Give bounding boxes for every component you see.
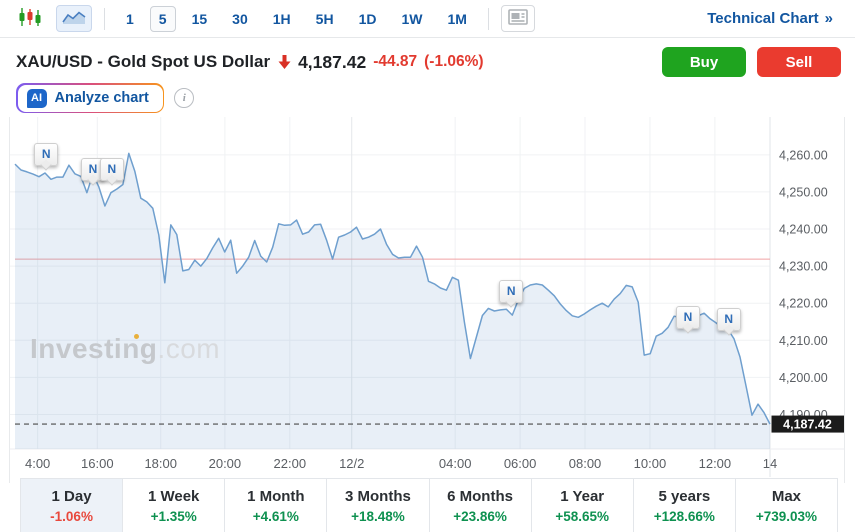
- price-change-percent: (-1.06%): [424, 53, 484, 70]
- newspaper-icon: [508, 9, 528, 28]
- instrument-header: XAU/USD - Gold Spot US Dollar 4,187.42 -…: [0, 38, 855, 81]
- y-axis-label: 4,250.00: [779, 185, 828, 199]
- sell-button[interactable]: Sell: [757, 47, 841, 77]
- x-axis-label: 06:00: [504, 456, 537, 471]
- period-change: +739.03%: [755, 509, 818, 524]
- tab-1-month[interactable]: 1 Month +4.61%: [225, 479, 328, 532]
- ai-icon: AI: [26, 88, 47, 108]
- x-axis-label: 4:00: [25, 456, 50, 471]
- chevron-double-right-icon: »: [824, 10, 833, 27]
- price-change: -44.87: [373, 53, 418, 70]
- y-axis-label: 4,230.00: [779, 260, 828, 274]
- candlestick-icon: [18, 7, 42, 30]
- period-tabs: 1 Day -1.06% 1 Week +1.35% 1 Month +4.61…: [20, 478, 838, 532]
- series-area: [15, 153, 770, 449]
- price-block: 4,187.42 -44.87 (-1.06%): [278, 52, 484, 73]
- x-axis-label: 12:00: [699, 456, 732, 471]
- period-change: +128.66%: [653, 509, 715, 524]
- tab-3-months[interactable]: 3 Months +18.48%: [327, 479, 430, 532]
- tab-6-months[interactable]: 6 Months +23.86%: [429, 479, 532, 532]
- series-line: [14, 152, 771, 425]
- interval-5h[interactable]: 5H: [307, 6, 343, 32]
- analyze-row: AI Analyze chart i: [0, 81, 855, 113]
- x-axis-label: 16:00: [81, 456, 114, 471]
- period-change: +23.86%: [453, 509, 507, 524]
- analyze-chart-button[interactable]: AI Analyze chart: [16, 83, 165, 113]
- x-axis-label: 18:00: [144, 456, 177, 471]
- area-chart-icon: [62, 9, 86, 28]
- tab-max[interactable]: Max +739.03%: [735, 479, 838, 532]
- technical-chart-link[interactable]: Technical Chart »: [707, 10, 833, 27]
- instrument-title: XAU/USD - Gold Spot US Dollar: [16, 52, 271, 71]
- interval-1m[interactable]: 1M: [438, 6, 475, 32]
- x-axis-label: 22:00: [274, 456, 307, 471]
- candlestick-chart-type-button[interactable]: [14, 3, 46, 34]
- toolbar-divider: [104, 7, 105, 30]
- arrow-down-icon: [278, 55, 291, 69]
- x-axis-label: 20:00: [209, 456, 242, 471]
- y-axis-label: 4,210.00: [779, 334, 828, 348]
- analyze-chart-label: Analyze chart: [54, 90, 149, 106]
- interval-15[interactable]: 15: [183, 6, 217, 32]
- interval-1d[interactable]: 1D: [350, 6, 386, 32]
- tab-5-years[interactable]: 5 years +128.66%: [633, 479, 736, 532]
- current-price-badge-label: 4,187.42: [783, 418, 832, 432]
- area-chart-type-button[interactable]: [56, 5, 92, 32]
- period-change: +18.48%: [351, 509, 405, 524]
- interval-5[interactable]: 5: [149, 5, 176, 32]
- tab-1-day[interactable]: 1 Day -1.06%: [21, 479, 124, 532]
- news-overlay-button[interactable]: [500, 5, 535, 32]
- watermark-dot: [134, 334, 139, 339]
- info-icon[interactable]: i: [174, 88, 195, 108]
- x-axis-label: 12/2: [339, 456, 364, 471]
- toolbar-divider: [487, 7, 489, 30]
- y-axis-label: 4,240.00: [779, 223, 828, 237]
- price-chart[interactable]: 4,260.00 4,250.00 4,240.00 4,230.00 4,220.00…: [0, 117, 855, 483]
- interval-1w[interactable]: 1W: [392, 6, 431, 32]
- news-marker[interactable]: N: [34, 142, 59, 166]
- news-marker[interactable]: N: [716, 307, 741, 331]
- x-axis-label: 04:00: [439, 456, 472, 471]
- x-axis-label: 08:00: [569, 456, 602, 471]
- period-change: +4.61%: [252, 509, 299, 524]
- investing-watermark: Investing.com: [30, 333, 221, 364]
- interval-1[interactable]: 1: [117, 6, 143, 32]
- technical-chart-label: Technical Chart: [707, 10, 819, 27]
- interval-1h[interactable]: 1H: [264, 6, 300, 32]
- news-marker[interactable]: N: [99, 157, 124, 181]
- y-axis-label: 4,260.00: [779, 148, 828, 162]
- interval-30[interactable]: 30: [223, 6, 257, 32]
- chart-canvas: 4,260.00 4,250.00 4,240.00 4,230.00 4,220.00…: [9, 117, 845, 483]
- current-price-badge: [771, 415, 844, 433]
- period-change: +1.35%: [150, 509, 197, 524]
- last-price: 4,187.42: [298, 51, 367, 72]
- tab-1-year[interactable]: 1 Year +58.65%: [531, 479, 634, 532]
- interval-selector: 1 5 15 30 1H 5H 1D 1W 1M: [117, 5, 476, 32]
- buy-button[interactable]: Buy: [662, 47, 746, 77]
- period-change: -1.06%: [50, 509, 93, 524]
- x-axis-label: 10:00: [634, 456, 667, 471]
- tab-1-week[interactable]: 1 Week +1.35%: [123, 479, 226, 532]
- y-axis-label: 4,200.00: [779, 371, 828, 385]
- chart-toolbar: 1 5 15 30 1H 5H 1D 1W 1M Tech: [0, 0, 855, 38]
- period-change: +58.65%: [555, 509, 610, 524]
- y-axis-label: 4,220.00: [779, 297, 828, 311]
- news-marker[interactable]: N: [675, 305, 700, 329]
- news-marker[interactable]: N: [499, 279, 524, 303]
